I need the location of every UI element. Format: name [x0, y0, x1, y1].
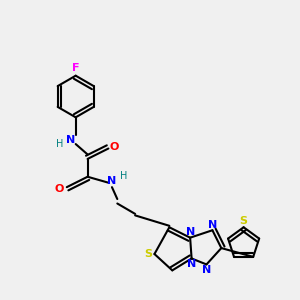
Text: N: N	[107, 176, 117, 186]
Text: N: N	[187, 259, 196, 269]
Text: H: H	[56, 139, 63, 149]
Text: N: N	[202, 265, 211, 275]
Text: F: F	[72, 63, 80, 73]
Text: S: S	[144, 249, 152, 259]
Text: O: O	[55, 184, 64, 194]
Text: H: H	[120, 171, 128, 181]
Text: N: N	[66, 135, 75, 145]
Text: N: N	[186, 227, 195, 237]
Text: S: S	[240, 216, 248, 226]
Text: O: O	[110, 142, 119, 152]
Text: N: N	[208, 220, 217, 230]
